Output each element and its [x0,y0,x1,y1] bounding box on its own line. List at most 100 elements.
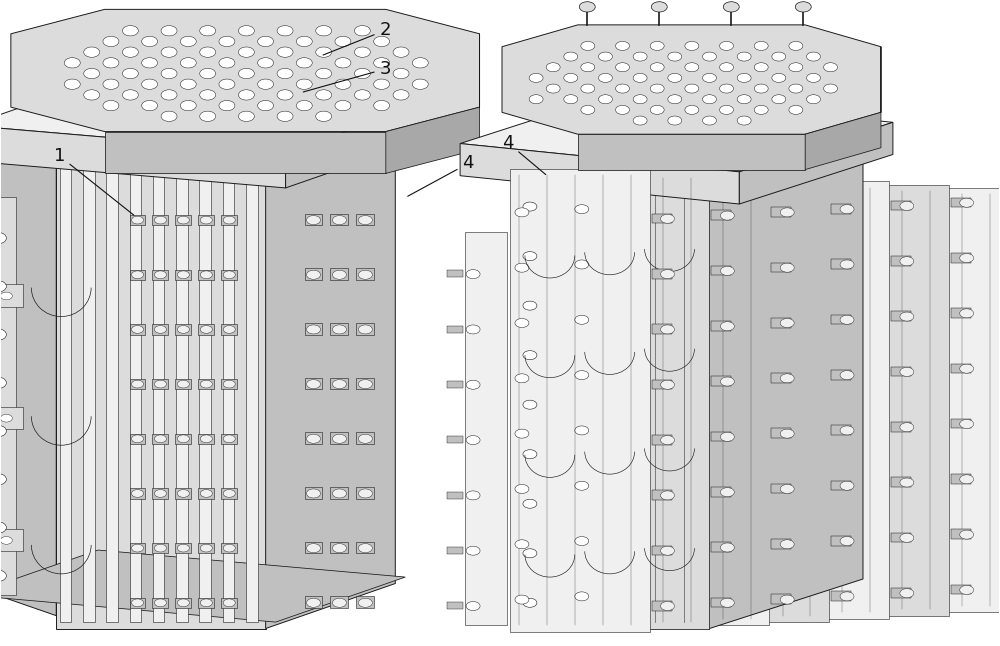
Circle shape [332,489,346,498]
Bar [652,490,672,500]
Circle shape [177,599,189,607]
Bar [221,269,237,280]
Polygon shape [83,159,95,622]
Circle shape [754,250,768,259]
Bar [711,377,731,386]
Bar [951,364,971,373]
Bar [152,598,168,608]
Circle shape [575,426,589,435]
Circle shape [702,74,716,83]
Circle shape [515,208,529,217]
Circle shape [335,79,351,89]
Bar [330,323,348,335]
Circle shape [223,271,235,278]
Polygon shape [0,125,56,616]
Circle shape [358,325,372,334]
Circle shape [132,380,143,388]
Circle shape [814,358,828,367]
Circle shape [219,79,235,89]
Bar [152,215,168,225]
Bar [0,529,23,551]
Polygon shape [502,25,881,134]
Circle shape [277,90,293,100]
Bar [356,487,374,499]
Circle shape [661,547,675,555]
Circle shape [685,41,699,50]
Circle shape [161,111,177,121]
Circle shape [720,322,734,331]
Circle shape [132,271,143,278]
Circle shape [874,521,888,530]
Circle shape [132,490,143,497]
Bar [447,270,463,277]
Circle shape [754,41,768,50]
Circle shape [64,57,80,68]
Circle shape [0,570,6,581]
Polygon shape [630,175,769,625]
Circle shape [900,422,914,432]
Circle shape [523,499,537,508]
Circle shape [960,364,974,373]
Bar [152,379,168,390]
Circle shape [412,79,428,89]
Circle shape [694,530,708,539]
Circle shape [661,325,675,334]
Bar [652,546,672,555]
Circle shape [650,41,664,50]
Circle shape [635,368,649,377]
Bar [951,253,971,262]
Circle shape [200,90,216,100]
Circle shape [515,484,529,494]
Polygon shape [460,143,739,204]
Circle shape [960,475,974,484]
Circle shape [720,432,734,441]
Circle shape [814,579,828,588]
Bar [771,484,791,494]
Circle shape [374,36,390,47]
Circle shape [200,435,212,443]
Circle shape [772,52,786,61]
Circle shape [154,545,166,552]
Circle shape [84,68,100,79]
Bar [652,601,672,610]
Circle shape [874,355,888,364]
Circle shape [694,419,708,428]
Circle shape [668,116,682,125]
Bar [447,326,463,333]
Circle shape [142,57,158,68]
Circle shape [84,90,100,100]
Circle shape [335,101,351,110]
Circle shape [223,545,235,552]
Bar [711,598,731,607]
Circle shape [523,202,537,211]
Bar [305,542,322,553]
Bar [447,602,463,609]
Bar [221,324,237,335]
Circle shape [754,306,768,315]
Circle shape [702,116,716,125]
Text: 4: 4 [408,154,474,196]
Bar [175,488,191,499]
Circle shape [523,251,537,260]
Circle shape [132,326,143,333]
Circle shape [154,216,166,224]
Circle shape [900,256,914,266]
Polygon shape [570,172,709,629]
Bar [356,596,374,608]
Circle shape [142,36,158,47]
Bar [711,543,731,552]
Text: 1: 1 [54,147,134,215]
Circle shape [515,374,529,383]
Bar [330,432,348,444]
Circle shape [651,2,667,12]
Circle shape [523,351,537,360]
Bar [221,433,237,444]
Circle shape [0,425,6,437]
Circle shape [737,52,751,61]
Circle shape [0,292,12,300]
Polygon shape [520,172,709,629]
Bar [198,598,214,608]
Bar [175,215,191,225]
Bar [198,269,214,280]
Circle shape [685,84,699,93]
